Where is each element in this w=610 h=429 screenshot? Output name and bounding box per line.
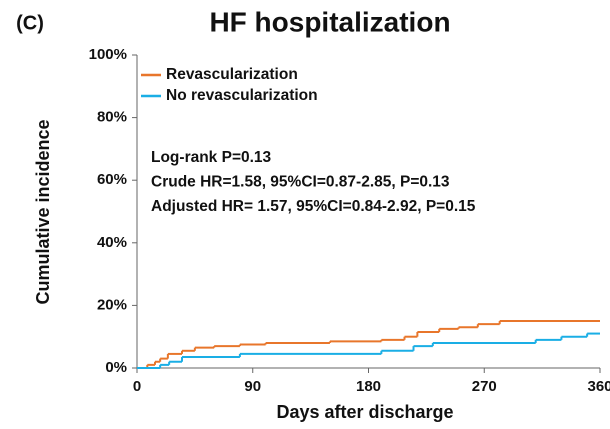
y-tick-label: 0% [105,359,127,376]
chart-title: HF hospitalization [209,6,450,37]
annotation: Crude HR=1.58, 95%CI=0.87-2.85, P=0.13 [151,174,450,191]
annotation: Adjusted HR= 1.57, 95%CI=0.84-2.92, P=0.… [151,198,476,215]
y-tick-label: 40% [97,234,127,251]
x-tick-label: 90 [244,378,261,395]
legend-label: Revascularization [166,66,298,83]
y-tick-label: 100% [89,46,127,63]
x-tick-label: 270 [472,378,497,395]
x-axis-label: Days after discharge [276,402,453,422]
x-tick-label: 360 [587,378,610,395]
y-tick-label: 20% [97,296,127,313]
y-tick-label: 60% [97,171,127,188]
y-tick-label: 80% [97,109,127,126]
x-tick-label: 180 [356,378,381,395]
y-axis-label: Cumulative incidence [33,119,53,304]
annotation: Log-rank P=0.13 [151,149,272,166]
legend-label: No revascularization [166,87,318,104]
x-tick-label: 0 [133,378,141,395]
panel-label: (C) [16,12,44,34]
